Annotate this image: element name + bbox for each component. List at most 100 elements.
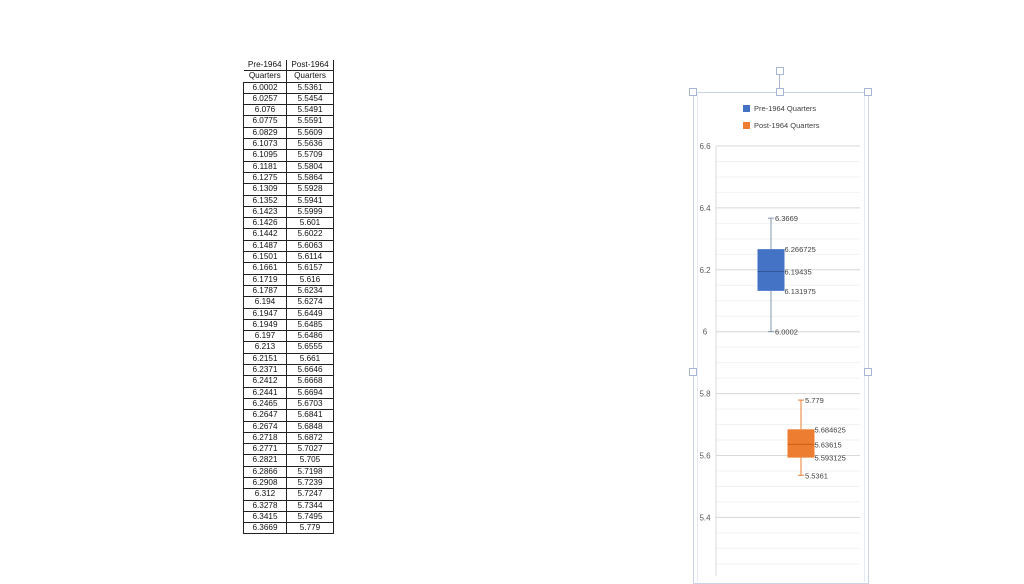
- cell-post-1964: 5.5361: [286, 81, 334, 94]
- resize-handle-right[interactable]: [864, 368, 872, 376]
- cell-post-1964: 5.601: [286, 217, 334, 230]
- cell-post-1964: 5.5491: [286, 104, 334, 117]
- cell-post-1964: 5.6114: [286, 251, 334, 264]
- table-row: 6.0829 5.5609: [243, 126, 334, 140]
- cell-pre-1964: 6.2465: [243, 397, 287, 411]
- table-row: 6.2821 5.705: [243, 454, 334, 467]
- legend-label: Post-1964 Quarters: [754, 121, 820, 130]
- table-row: 6.194 5.6274: [243, 296, 334, 309]
- cell-pre-1964: 6.2647: [243, 409, 287, 422]
- table-row: 6.0257 5.5454: [243, 92, 334, 106]
- table-row: 6.1501 5.6114: [243, 251, 334, 264]
- cell-post-1964: 5.7344: [286, 499, 334, 512]
- table-row: 6.1947 5.6449: [243, 307, 334, 320]
- cell-post-1964: 5.6157: [286, 262, 334, 275]
- data-label-median: 6.19435: [785, 268, 812, 277]
- y-tick-label: 5.4: [699, 513, 711, 522]
- cell-post-1964: 5.6841: [286, 409, 334, 422]
- cell-post-1964: 5.5709: [286, 149, 334, 162]
- table-row: 6.076 5.5491: [243, 104, 334, 117]
- cell-pre-1964: 6.0775: [243, 115, 287, 128]
- cell-post-1964: 5.7495: [286, 510, 334, 524]
- resize-handle-left[interactable]: [689, 368, 697, 376]
- cell-post-1964: 5.6485: [286, 318, 334, 332]
- cell-post-1964: 5.6703: [286, 397, 334, 411]
- resize-handle-top[interactable]: [776, 88, 784, 96]
- table-row: 6.2674 5.6848: [243, 420, 334, 433]
- cell-post-1964: 5.6063: [286, 239, 334, 253]
- legend-item-pre-1964: Pre-1964 Quarters: [743, 104, 816, 113]
- data-table: Pre-1964 Post-1964 Quarters Quarters 6.0…: [243, 60, 334, 535]
- y-tick-label: 6.6: [699, 142, 711, 151]
- cell-post-1964: 5.7247: [286, 488, 334, 501]
- table-row: 6.2465 5.6703: [243, 397, 334, 411]
- box: [757, 249, 785, 291]
- cell-pre-1964: 6.1352: [243, 194, 287, 207]
- cell-post-1964: 5.6872: [286, 431, 334, 445]
- cell-post-1964: 5.5454: [286, 92, 334, 106]
- table-row: 6.2771 5.7027: [243, 443, 334, 456]
- data-label-max: 5.779: [805, 396, 824, 405]
- table-row: 6.1426 5.601: [243, 217, 334, 230]
- table-row: 6.2412 5.6668: [243, 375, 334, 388]
- cell-post-1964: 5.6694: [286, 386, 334, 399]
- data-label-min: 5.5361: [805, 471, 828, 480]
- table-row: 6.197 5.6486: [243, 330, 334, 343]
- y-tick-label: 5.8: [699, 390, 711, 399]
- resize-handle-top-right[interactable]: [864, 88, 872, 96]
- table-row: 6.1949 5.6485: [243, 318, 334, 332]
- y-tick-label: 6.4: [699, 204, 711, 213]
- cell-post-1964: 5.5591: [286, 115, 334, 128]
- table-row: 6.1275 5.5864: [243, 171, 334, 185]
- table-row: 6.213 5.6555: [243, 341, 334, 354]
- table-row: 6.312 5.7247: [243, 488, 334, 501]
- table-row: 6.2866 5.7198: [243, 465, 334, 478]
- table-row: 6.1073 5.5636: [243, 138, 334, 151]
- cell-post-1964: 5.5928: [286, 183, 334, 196]
- cell-pre-1964: 6.1949: [243, 318, 287, 332]
- cell-post-1964: 5.5609: [286, 126, 334, 140]
- legend-swatch-post-1964: [743, 122, 750, 129]
- cell-post-1964: 5.5999: [286, 205, 334, 219]
- data-label-q3: 6.266725: [785, 245, 816, 254]
- cell-post-1964: 5.6449: [286, 307, 334, 320]
- table-row: 6.2647 5.6841: [243, 409, 334, 422]
- cell-post-1964: 5.7027: [286, 443, 334, 456]
- header-post-1964-sub: Quarters: [286, 70, 334, 83]
- table-row: 6.1442 5.6022: [243, 228, 334, 241]
- table-row: 6.1352 5.5941: [243, 194, 334, 207]
- cell-pre-1964: 6.194: [243, 296, 287, 309]
- table-row: 6.3278 5.7344: [243, 499, 334, 512]
- table-row: 6.1661 5.6157: [243, 262, 334, 275]
- legend-swatch-pre-1964: [743, 105, 750, 112]
- cell-post-1964: 5.6486: [286, 330, 334, 343]
- cell-post-1964: 5.705: [286, 454, 334, 467]
- table-row: 6.1095 5.5709: [243, 149, 334, 162]
- table-row: 6.2908 5.7239: [243, 476, 334, 490]
- box: [787, 429, 815, 458]
- rotate-handle-line: [779, 74, 780, 90]
- cell-post-1964: 5.5804: [286, 160, 334, 173]
- cell-post-1964: 5.7239: [286, 476, 334, 490]
- cell-post-1964: 5.616: [286, 273, 334, 286]
- cell-post-1964: 5.6555: [286, 341, 334, 354]
- cell-post-1964: 5.661: [286, 352, 334, 366]
- table-row: 6.2718 5.6872: [243, 431, 334, 445]
- table-row: 6.1787 5.6234: [243, 284, 334, 298]
- cell-post-1964: 5.5941: [286, 194, 334, 207]
- rotate-handle[interactable]: [776, 67, 784, 75]
- data-label-min: 6.0002: [775, 328, 798, 337]
- resize-handle-top-left[interactable]: [689, 88, 697, 96]
- table-row: 6.1719 5.616: [243, 273, 334, 286]
- table-row: 6.1423 5.5999: [243, 205, 334, 219]
- chart-area: [697, 92, 865, 582]
- cell-post-1964: 5.6646: [286, 364, 334, 377]
- data-label-median: 5.63615: [815, 440, 842, 449]
- y-tick-label: 6.2: [699, 266, 711, 275]
- cell-pre-1964: 6.1423: [243, 205, 287, 219]
- table-row: 6.0002 5.5361: [243, 81, 334, 94]
- cell-pre-1964: 6.1661: [243, 262, 287, 275]
- cell-pre-1964: 6.2718: [243, 431, 287, 445]
- cell-post-1964: 5.6274: [286, 296, 334, 309]
